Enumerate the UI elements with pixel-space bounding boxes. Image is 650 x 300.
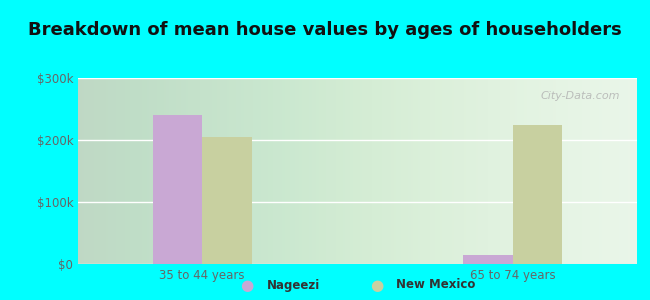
Text: ●: ●	[370, 278, 383, 292]
Text: ●: ●	[240, 278, 254, 292]
Text: New Mexico: New Mexico	[396, 278, 476, 292]
Bar	[513, 124, 562, 264]
Bar	[463, 255, 513, 264]
Bar	[202, 137, 252, 264]
Text: Breakdown of mean house values by ages of householders: Breakdown of mean house values by ages o…	[28, 21, 622, 39]
Text: Nageezi: Nageezi	[266, 278, 320, 292]
Text: City-Data.com: City-Data.com	[541, 91, 620, 101]
Bar	[153, 115, 202, 264]
